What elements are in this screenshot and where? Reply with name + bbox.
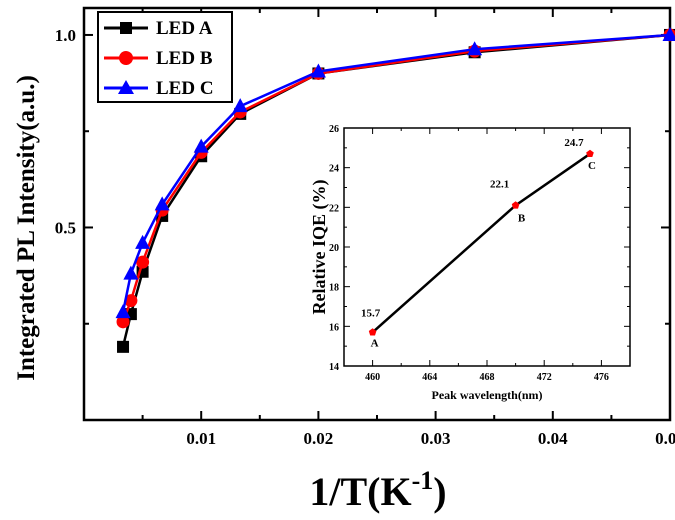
main-y-tick-label: 1.0 xyxy=(55,26,76,45)
inset-series-group: 15.7 A 22.1 B 24.7 C xyxy=(361,137,596,349)
inset-y-axis-title: Relative IQE (%) xyxy=(309,180,330,315)
legend-label-led-c: LED C xyxy=(156,78,214,99)
data-point-led-c xyxy=(154,196,170,211)
inset-plot: 460 464 468 472 476 14 16 18 20 22 24 26 15.7 A 22.1 B… xyxy=(309,124,631,402)
main-x-tick-label: 0.02 xyxy=(304,429,334,448)
inset-point-label: C xyxy=(588,160,596,172)
data-point-led-c xyxy=(123,265,139,280)
legend-entry-led-a: LED A xyxy=(104,18,213,39)
data-point-led-b xyxy=(136,255,150,269)
inset-y-tick-label: 20 xyxy=(329,243,339,254)
data-point-led-c xyxy=(662,26,675,41)
inset-point-label: B xyxy=(518,212,526,224)
legend-label-led-a: LED A xyxy=(156,18,213,39)
inset-x-tick-label: 468 xyxy=(480,372,495,383)
legend-marker-led-a xyxy=(120,22,132,34)
inset-y-tick-label: 16 xyxy=(329,322,339,333)
data-point-led-c xyxy=(310,63,326,78)
inset-y-tick-label: 18 xyxy=(329,283,339,294)
inset-value-label: 15.7 xyxy=(361,307,381,319)
inset-point-label: A xyxy=(371,337,379,349)
main-x-axis-title: 1/T(K-1) xyxy=(309,466,446,514)
legend-marker-led-c xyxy=(118,80,134,94)
inset-axis-ticks: 460 464 468 472 476 14 16 18 20 22 24 26 xyxy=(329,124,631,383)
legend-label-led-b: LED B xyxy=(156,48,213,69)
main-y-tick-label: 0.5 xyxy=(55,218,76,237)
data-point-led-b xyxy=(116,315,130,329)
legend-entry-led-b: LED B xyxy=(104,48,213,69)
data-point-led-c xyxy=(467,41,483,56)
data-point-led-c xyxy=(115,304,131,319)
inset-data-point xyxy=(586,149,594,157)
main-x-tick-label: 0.01 xyxy=(186,429,216,448)
legend-marker-led-b xyxy=(119,51,133,65)
data-point-led-c xyxy=(232,98,248,113)
main-y-axis-title: Integrated PL Intensity(a.u.) xyxy=(13,75,40,381)
inset-x-axis-title: Peak wavelength(nm) xyxy=(432,388,543,402)
inset-value-label: 22.1 xyxy=(490,178,509,190)
main-legend: LED A LED B LED C xyxy=(97,11,233,103)
inset-y-tick-label: 26 xyxy=(329,124,339,135)
legend-entry-led-c: LED C xyxy=(104,78,214,99)
main-x-tick-label: 0.05 xyxy=(655,429,675,448)
data-point-led-a xyxy=(117,340,130,353)
inset-y-tick-label: 24 xyxy=(329,164,339,175)
inset-x-tick-label: 460 xyxy=(365,372,380,383)
inset-x-tick-label: 476 xyxy=(594,372,609,383)
data-point-led-c xyxy=(193,138,209,153)
data-point-led-c xyxy=(135,234,151,249)
data-point-led-b xyxy=(124,294,138,308)
inset-x-tick-label: 464 xyxy=(422,372,437,383)
main-axis-ticks: 0.01 0.02 0.03 0.04 0.05 0.5 1.0 xyxy=(55,8,675,448)
inset-y-tick-label: 22 xyxy=(329,203,339,214)
main-x-tick-label: 0.04 xyxy=(538,429,568,448)
inset-x-tick-label: 472 xyxy=(537,372,552,383)
main-x-axis-title-sup: -1 xyxy=(412,466,434,495)
main-x-tick-label: 0.03 xyxy=(421,429,451,448)
inset-data-point xyxy=(511,201,520,209)
inset-y-tick-label: 14 xyxy=(329,362,339,373)
main-series-group xyxy=(115,26,675,353)
inset-value-label: 24.7 xyxy=(564,137,584,149)
main-x-axis-title-close: ) xyxy=(433,469,446,514)
main-x-axis-title-base: 1/T(K xyxy=(309,469,411,514)
inset-data-point xyxy=(368,328,377,336)
